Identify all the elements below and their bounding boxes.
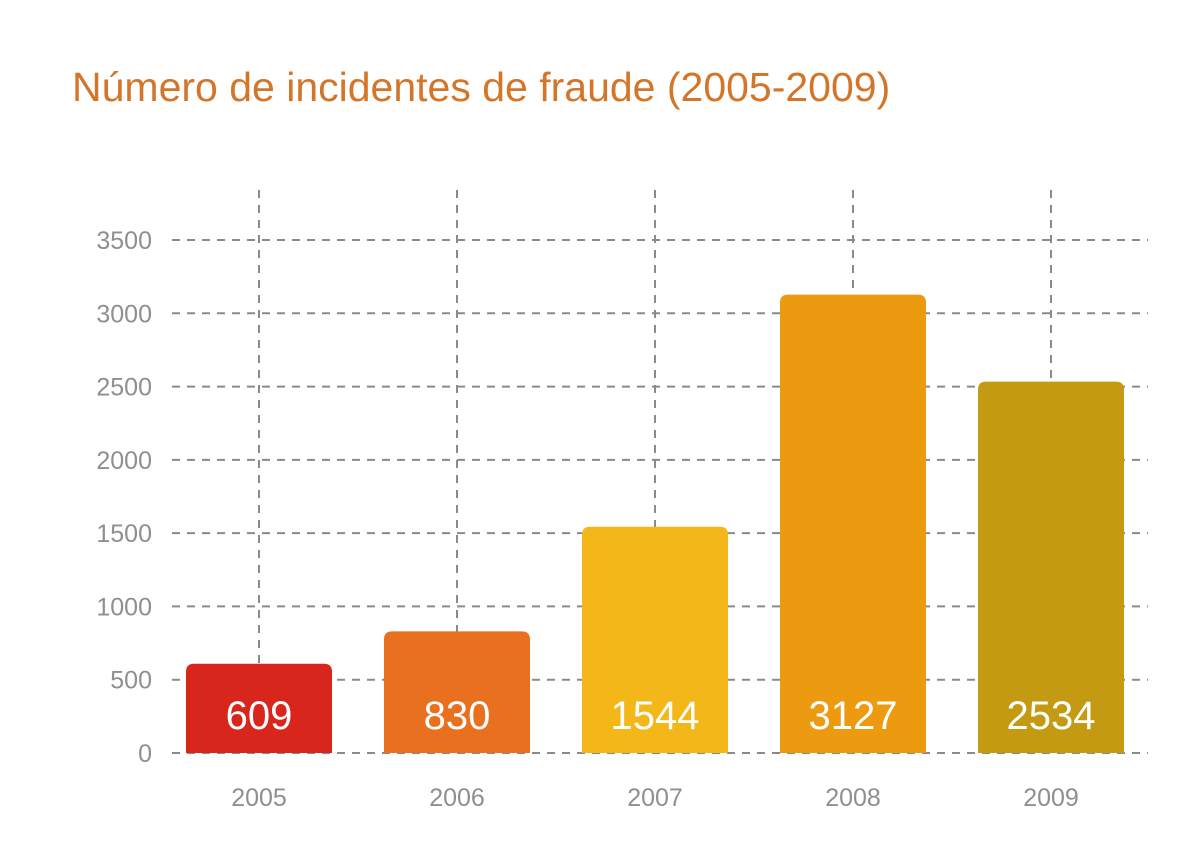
bar-2006 (384, 631, 530, 753)
bar-value-label: 830 (424, 694, 491, 738)
bar-value-label: 609 (226, 694, 293, 738)
bar-2005 (186, 663, 332, 753)
bar-value-label: 1544 (611, 694, 700, 738)
x-tick-label: 2008 (825, 784, 881, 812)
y-tick-label: 2000 (96, 447, 152, 475)
bars-layer (186, 294, 1124, 753)
y-tick-label: 2500 (96, 374, 152, 402)
y-tick-label: 0 (138, 740, 152, 768)
bar-2009 (978, 381, 1124, 753)
y-axis-tick-labels: 0 500 1000 1500 2000 2500 3000 3500 (96, 227, 152, 768)
chart-title: Número de incidentes de fraude (2005-200… (72, 64, 891, 110)
x-tick-label: 2006 (429, 784, 485, 812)
x-tick-label: 2005 (231, 784, 287, 812)
y-tick-label: 1500 (96, 520, 152, 548)
y-tick-label: 3500 (96, 227, 152, 255)
x-tick-label: 2007 (627, 784, 683, 812)
y-tick-label: 500 (110, 667, 152, 695)
bar-2008 (780, 294, 926, 753)
bar-value-label: 3127 (809, 694, 898, 738)
bar-value-label: 2534 (1007, 694, 1096, 738)
bar-2007 (582, 526, 728, 753)
x-axis-tick-labels: 2005 2006 2007 2008 2009 (231, 784, 1079, 812)
x-tick-label: 2009 (1023, 784, 1079, 812)
y-tick-label: 3000 (96, 300, 152, 328)
y-tick-label: 1000 (96, 593, 152, 621)
bar-data-labels: 609 830 1544 3127 2534 (226, 694, 1096, 738)
